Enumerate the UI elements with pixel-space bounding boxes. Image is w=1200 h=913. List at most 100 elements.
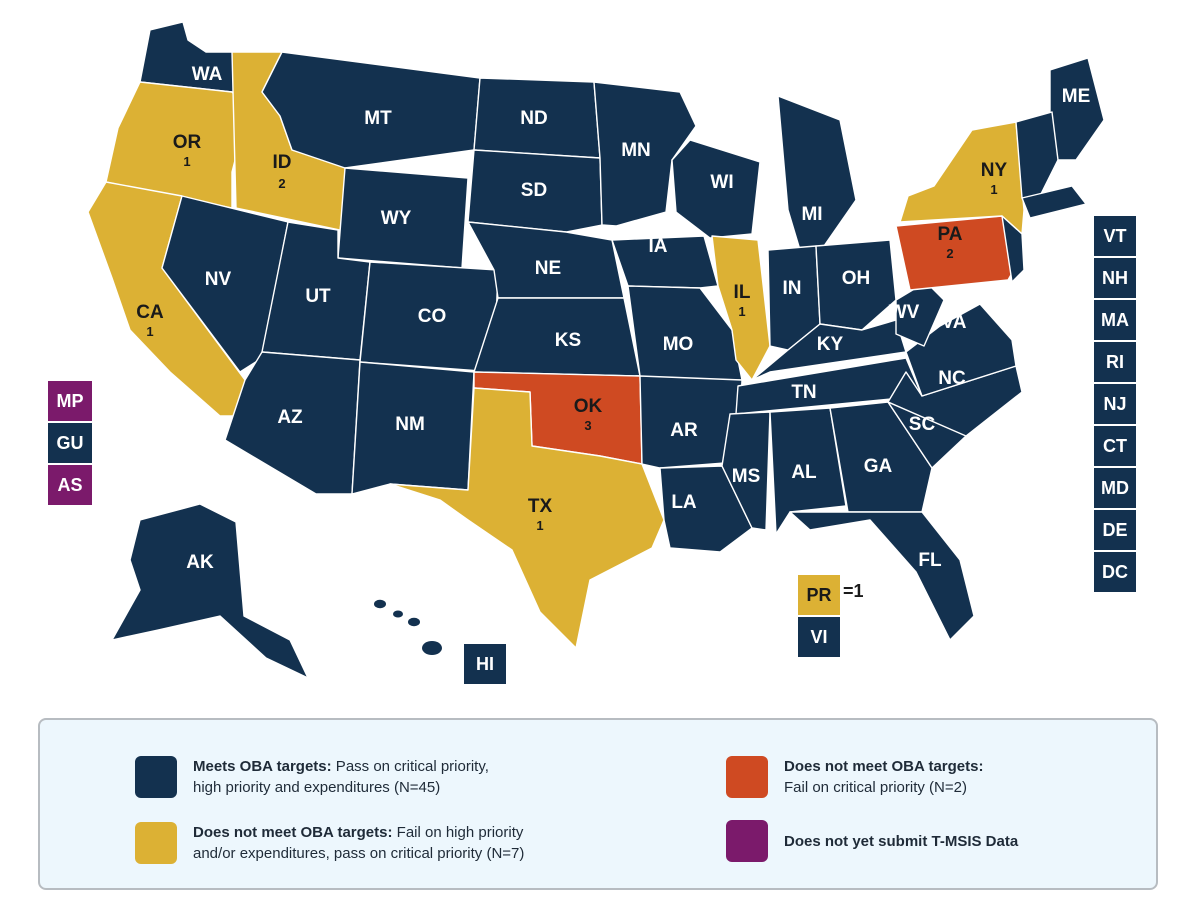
state-label-pa: PA bbox=[938, 224, 963, 245]
state-label-ut: UT bbox=[305, 286, 331, 307]
state-label-ms: MS bbox=[732, 466, 761, 487]
territory-gu: GU bbox=[48, 423, 92, 465]
state-label-mn: MN bbox=[621, 140, 651, 161]
hawaii-island-3 bbox=[408, 617, 420, 627]
state-label-wv: WV bbox=[889, 302, 920, 323]
state-label-sd: SD bbox=[521, 180, 547, 201]
state-label-ar: AR bbox=[670, 420, 698, 441]
state-label-mi: MI bbox=[801, 204, 822, 225]
state-label-wi: WI bbox=[710, 172, 733, 193]
state-box-ct: CT bbox=[1094, 426, 1136, 468]
state-label-al: AL bbox=[791, 462, 817, 483]
hawaii-island-4 bbox=[422, 641, 442, 655]
state-wi bbox=[671, 139, 761, 239]
state-ms bbox=[721, 411, 771, 531]
state-label-ok: OK bbox=[574, 396, 603, 417]
us-map: WAOR1CA1ID2NVMTWYUTAZCONMNDSDNEKSOK3TX1M… bbox=[87, 21, 1105, 679]
legend-swatch-meets bbox=[135, 756, 177, 798]
state-count-ny: 1 bbox=[990, 182, 997, 197]
state-count-il: 1 bbox=[738, 304, 745, 319]
state-ga bbox=[829, 401, 933, 513]
state-label-nc: NC bbox=[938, 368, 966, 389]
territory-as: AS bbox=[48, 465, 92, 507]
state-label-sc: SC bbox=[909, 414, 936, 435]
state-count-ok: 3 bbox=[584, 418, 591, 433]
state-count-or: 1 bbox=[183, 154, 190, 169]
hawaii-island-2 bbox=[393, 610, 403, 618]
state-label-ca: CA bbox=[136, 302, 164, 323]
legend-item-fail-high: Does not meet OBA targets: Fail on high … bbox=[135, 822, 524, 864]
state-label-nd: ND bbox=[520, 108, 547, 129]
legend-meets-line1: Pass on critical priority, bbox=[331, 758, 489, 775]
state-label-nm: NM bbox=[395, 414, 425, 435]
northeast-region-3 bbox=[1001, 215, 1025, 283]
state-al bbox=[769, 407, 847, 535]
state-box-de: DE bbox=[1094, 510, 1136, 552]
state-box-dc: DC bbox=[1094, 552, 1136, 594]
legend-fail-critical-title: Does not meet OBA targets: bbox=[784, 758, 984, 775]
legend: Meets OBA targets: Pass on critical prio… bbox=[38, 718, 1158, 890]
territory-pr: PR bbox=[798, 575, 840, 615]
state-oh bbox=[815, 239, 897, 331]
northeast-region-1 bbox=[1015, 111, 1059, 199]
legend-swatch-fail-high bbox=[135, 822, 177, 864]
state-label-tx: TX bbox=[528, 496, 553, 517]
state-label-fl: FL bbox=[918, 550, 942, 571]
state-count-id: 2 bbox=[278, 176, 285, 191]
state-box-md: MD bbox=[1094, 468, 1136, 510]
pacific-territories: MP GU AS bbox=[48, 381, 92, 507]
state-label-ne: NE bbox=[535, 258, 561, 279]
legend-fail-high-line2: and/or expenditures, pass on critical pr… bbox=[193, 845, 525, 862]
state-me bbox=[1049, 57, 1105, 161]
state-box-nj: NJ bbox=[1094, 384, 1136, 426]
state-label-ny: NY bbox=[981, 160, 1008, 181]
state-label-ga: GA bbox=[864, 456, 893, 477]
legend-no-data-title: Does not yet submit T-MSIS Data bbox=[784, 832, 1019, 850]
state-nv bbox=[161, 195, 289, 373]
legend-item-meets: Meets OBA targets: Pass on critical prio… bbox=[135, 756, 489, 798]
legend-swatch-no-data bbox=[726, 820, 768, 862]
legend-meets-title: Meets OBA targets: bbox=[193, 758, 332, 775]
state-box-nh: NH bbox=[1094, 258, 1136, 300]
state-label-wy: WY bbox=[381, 208, 412, 229]
state-label-va: VA bbox=[942, 312, 967, 333]
east-small-states: VT NH MA RI NJ CT MD DE DC bbox=[1094, 216, 1136, 594]
territory-mp: MP bbox=[48, 381, 92, 423]
state-mn bbox=[593, 81, 697, 227]
pr-count-label: =1 bbox=[843, 581, 864, 601]
state-label-co: CO bbox=[418, 306, 447, 327]
state-label-me: ME bbox=[1062, 86, 1091, 107]
state-label-id: ID bbox=[273, 152, 292, 173]
state-label-ia: IA bbox=[649, 236, 668, 257]
legend-item-fail-critical: Does not meet OBA targets: Fail on criti… bbox=[726, 756, 983, 798]
state-sd bbox=[467, 149, 603, 233]
state-fl bbox=[789, 511, 975, 641]
state-label-oh: OH bbox=[842, 268, 871, 289]
legend-meets-line2: high priority and expenditures (N=45) bbox=[193, 779, 441, 796]
state-label-la: LA bbox=[671, 492, 697, 513]
state-label-or: OR bbox=[173, 132, 202, 153]
state-il bbox=[711, 235, 771, 381]
state-label-il: IL bbox=[734, 282, 751, 303]
state-ky bbox=[751, 319, 907, 381]
state-ia bbox=[611, 235, 719, 289]
legend-item-no-data: Does not yet submit T-MSIS Data bbox=[726, 820, 1018, 862]
state-va bbox=[905, 303, 1017, 397]
northeast-region-2 bbox=[1021, 185, 1087, 219]
state-box-vt: VT bbox=[1094, 216, 1136, 258]
state-label-ak: AK bbox=[186, 552, 214, 573]
state-label-ky: KY bbox=[817, 334, 844, 355]
state-label-ks: KS bbox=[555, 330, 581, 351]
state-ak bbox=[111, 503, 309, 679]
state-count-tx: 1 bbox=[536, 518, 543, 533]
territory-vi: VI bbox=[798, 617, 840, 657]
state-label-wa: WA bbox=[192, 64, 223, 85]
state-label-tn: TN bbox=[791, 382, 816, 403]
state-label-mt: MT bbox=[364, 108, 392, 129]
state-box-ri: RI bbox=[1094, 342, 1136, 384]
legend-fail-high-line1: Fail on high priority bbox=[392, 824, 524, 841]
state-hi-box: HI bbox=[464, 644, 506, 684]
legend-fail-high-title: Does not meet OBA targets: bbox=[193, 824, 393, 841]
hawaii-island-1 bbox=[374, 599, 386, 609]
state-tx bbox=[389, 387, 665, 649]
